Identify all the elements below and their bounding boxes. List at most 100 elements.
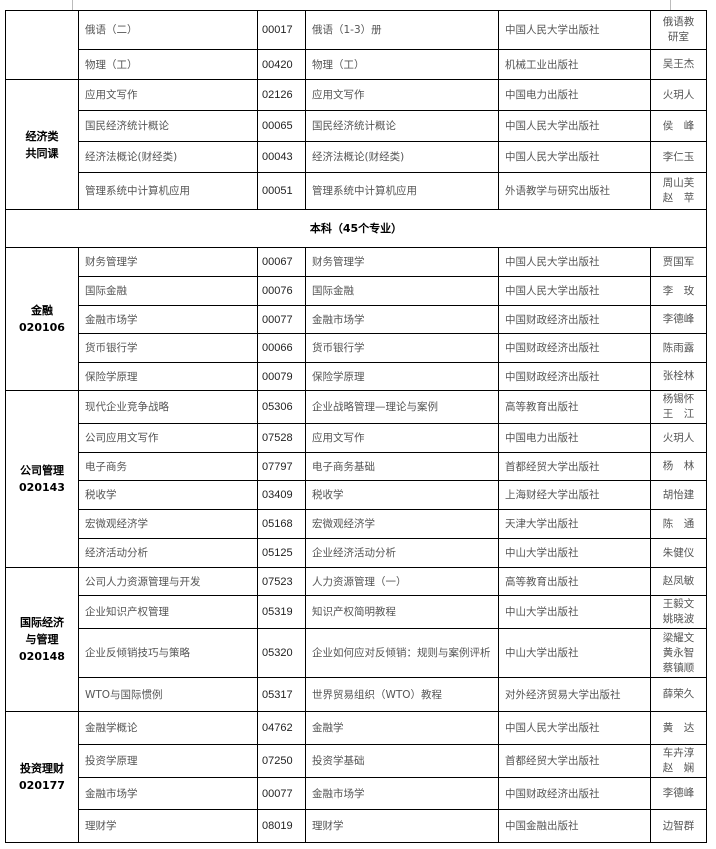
- course-name-cell: 应用文写作: [78, 79, 258, 111]
- page-edge-mark: [72, 0, 73, 10]
- table-row: 理财学 08019 理财学 中国金融出版社 边智群: [6, 809, 707, 843]
- major-code: 020148: [19, 650, 65, 663]
- section-title: 本科（45个专业）: [5, 209, 707, 248]
- textbook-title-cell: 应用文写作: [305, 79, 499, 111]
- textbook-title-cell: 货币银行学: [305, 333, 499, 363]
- publisher-cell: 中国人民大学出版社: [498, 110, 651, 142]
- author-cell: 陈 通: [650, 509, 707, 539]
- textbook-title-cell: 世界贸易组织（WTO）教程: [305, 677, 499, 712]
- course-code-cell: 00067: [257, 247, 306, 277]
- course-name-cell: 俄语（二）: [78, 10, 258, 50]
- textbook-title-cell: 金融学: [305, 711, 499, 745]
- major-code: 020143: [19, 481, 65, 494]
- course-code-cell: 03409: [257, 480, 306, 510]
- course-code-cell: 00066: [257, 333, 306, 363]
- course-code-cell: 07797: [257, 452, 306, 481]
- publisher-cell: 中国人民大学出版社: [498, 141, 651, 173]
- table-row: 经济法概论(财经类) 00043 经济法概论(财经类) 中国人民大学出版社 李仁玉: [6, 141, 707, 173]
- course-code-cell: 00051: [257, 172, 306, 210]
- textbook-title-cell: 管理系统中计算机应用: [305, 172, 499, 210]
- course-name-cell: 公司应用文写作: [78, 423, 258, 453]
- author-cell: 侯 峰: [650, 110, 707, 142]
- course-code-cell: 07250: [257, 744, 306, 778]
- author-cell: 车卉淳 赵 娴: [650, 744, 707, 778]
- major-name: 国际经济 与管理: [20, 616, 64, 646]
- publisher-cell: 中国财政经济出版社: [498, 362, 651, 391]
- course-name-cell: 企业知识产权管理: [78, 595, 258, 629]
- publisher-cell: 中国电力出版社: [498, 79, 651, 111]
- publisher-cell: 高等教育出版社: [498, 567, 651, 596]
- table-row: 国际金融 00076 国际金融 中国人民大学出版社李 玫: [6, 276, 707, 306]
- publisher-cell: 首都经贸大学出版社: [498, 744, 651, 778]
- course-code-cell: 07528: [257, 423, 306, 453]
- course-code-cell: 00077: [257, 305, 306, 334]
- course-code-cell: 05125: [257, 538, 306, 568]
- course-name-cell: 现代企业竞争战略: [78, 390, 258, 424]
- textbook-title-cell: 企业经济活动分析: [305, 538, 499, 568]
- textbook-title-cell: 金融市场学: [305, 777, 499, 810]
- publisher-cell: 机械工业出版社: [498, 49, 651, 80]
- textbook-title-cell: 俄语（1-3）册: [305, 10, 499, 50]
- course-code-cell: 00077: [257, 777, 306, 810]
- textbook-title-cell: 税收学: [305, 480, 499, 510]
- major-name: 金融: [31, 304, 53, 317]
- table-row: 金融市场学 00077 金融市场学 中国财政经济出版社 李德峰: [6, 777, 707, 810]
- course-name-cell: 宏微观经济学: [78, 509, 258, 539]
- author-cell: 杨 林: [650, 452, 707, 481]
- author-cell: 张栓林: [650, 362, 707, 391]
- major-group-cell: [5, 10, 79, 80]
- course-name-cell: 国民经济统计概论: [78, 110, 258, 142]
- course-name-cell: 财务管理学: [78, 247, 258, 277]
- textbook-title-cell: 理财学: [305, 809, 499, 843]
- textbook-title-cell: 物理（工）: [305, 49, 499, 80]
- course-name-cell: 企业反倾销技巧与策略: [78, 628, 258, 678]
- textbook-title-cell: 人力资源管理（一）: [305, 567, 499, 596]
- table-row: 金融市场学 00077 金融市场学 中国财政经济出版社 李德峰: [6, 305, 707, 334]
- course-name-cell: 物理（工）: [78, 49, 258, 80]
- table-row: 企业反倾销技巧与策略 05320 企业如何应对反倾销：规则与案例评析 中山大学出版社梁…: [6, 628, 707, 678]
- publisher-cell: 高等教育出版社: [498, 390, 651, 424]
- publisher-cell: 中国财政经济出版社: [498, 305, 651, 334]
- table-row: 公司管理 020143 现代企业竞争战略 05306 企业战略管理—理论与案例 高等教育出…: [5, 390, 707, 568]
- textbook-title-cell: 金融市场学: [305, 305, 499, 334]
- textbook-title-cell: 国际金融: [305, 276, 499, 306]
- course-name-cell: 保险学原理: [78, 362, 258, 391]
- publisher-cell: 中国人民大学出版社: [498, 247, 651, 277]
- publisher-cell: 中国金融出版社: [498, 809, 651, 843]
- table-row: 保险学原理 00079 保险学原理 中国财政经济出版社 张栓林: [6, 362, 707, 391]
- textbook-title-cell: 应用文写作: [305, 423, 499, 453]
- textbook-title-cell: 经济法概论(财经类): [305, 141, 499, 173]
- table-row: 经济活动分析 05125 企业经济活动分析 中山大学出版社 朱健仪: [6, 538, 707, 568]
- author-cell: 李德峰: [650, 777, 707, 810]
- major-name: 公司管理: [20, 464, 64, 477]
- textbook-title-cell: 投资学基础: [305, 744, 499, 778]
- publisher-cell: 中国人民大学出版社: [498, 10, 651, 50]
- publisher-cell: 中山大学出版社: [498, 595, 651, 629]
- major-group-cell: 金融 020106: [5, 247, 79, 391]
- table-row: 国民经济统计概论 00065 国民经济统计概论 中国人民大学出版社侯 峰: [6, 110, 707, 142]
- course-code-cell: 05306: [257, 390, 306, 424]
- publisher-cell: 对外经济贸易大学出版社: [498, 677, 651, 712]
- author-cell: 胡怡建: [650, 480, 707, 510]
- publisher-cell: 天津大学出版社: [498, 509, 651, 539]
- course-code-cell: 05319: [257, 595, 306, 629]
- author-cell: 俄语教 研室: [650, 10, 707, 50]
- publisher-cell: 中山大学出版社: [498, 628, 651, 678]
- textbook-title-cell: 电子商务基础: [305, 452, 499, 481]
- author-cell: 李德峰: [650, 305, 707, 334]
- major-group-cell: 经济类 共同课: [5, 79, 79, 210]
- textbook-title-cell: 保险学原理: [305, 362, 499, 391]
- publisher-cell: 中国财政经济出版社: [498, 333, 651, 363]
- publisher-cell: 中国人民大学出版社: [498, 276, 651, 306]
- table-row: 俄语（二） 00017 俄语（1-3）册 中国人民大学出版社 俄语教 研室: [5, 10, 707, 80]
- table-row: 金融 020106 财务管理学 00067 财务管理学 中国人民大学出版社 贾国军: [5, 247, 707, 391]
- table-row: 货币银行学 00066 货币银行学 中国财政经济出版社 陈雨露: [6, 333, 707, 363]
- publisher-cell: 中国人民大学出版社: [498, 711, 651, 745]
- author-cell: 李仁玉: [650, 141, 707, 173]
- course-name-cell: 理财学: [78, 809, 258, 843]
- publisher-cell: 中国电力出版社: [498, 423, 651, 453]
- publisher-cell: 首都经贸大学出版社: [498, 452, 651, 481]
- table-row: 管理系统中计算机应用 00051 管理系统中计算机应用 外语教学与研究出版社 周山芙 赵…: [6, 172, 707, 210]
- major-group-cell: 公司管理 020143: [5, 390, 79, 568]
- section-row: 本科（45个专业）: [5, 209, 707, 248]
